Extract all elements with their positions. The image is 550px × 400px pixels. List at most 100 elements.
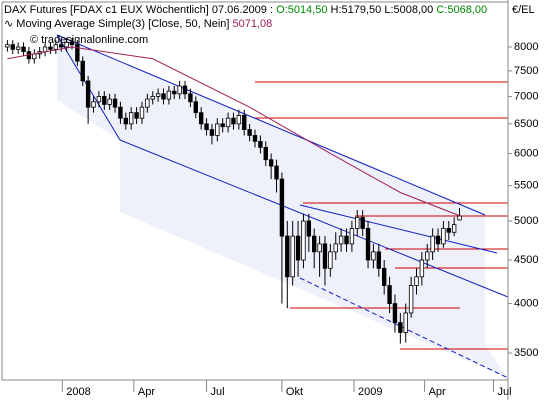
- candle-body: [365, 228, 371, 261]
- candle-body: [220, 123, 225, 128]
- candle-body: [242, 115, 247, 131]
- instrument: DAX Futures [FDAX c1 EUX Wöchentlich]: [4, 4, 209, 16]
- candle-body: [80, 60, 85, 82]
- candle-body: [360, 216, 365, 229]
- candle-body: [96, 96, 102, 103]
- indicator-value: 5071,08: [233, 18, 273, 30]
- candle-body: [15, 46, 21, 50]
- candle-body: [451, 224, 457, 233]
- x-tick-label: Apr: [138, 386, 155, 398]
- candle-body: [355, 216, 360, 229]
- candle-body: [301, 220, 306, 261]
- candle-body: [376, 251, 382, 269]
- candle-body: [430, 235, 435, 253]
- candle-body: [252, 135, 258, 142]
- candle-body: [198, 112, 204, 125]
- candle-body: [457, 215, 462, 221]
- unit-label: €/EL: [512, 4, 535, 16]
- x-tick-label: Apr: [429, 386, 446, 398]
- candle-body: [209, 129, 215, 136]
- candle-body: [392, 303, 398, 323]
- candle-body: [322, 243, 328, 269]
- trend-line: [299, 204, 498, 254]
- candle-body: [441, 228, 446, 245]
- y-tick-label: 6000: [514, 147, 538, 159]
- candle-body: [91, 101, 96, 108]
- trend-line: [56, 34, 486, 216]
- candle-body: [381, 267, 387, 286]
- candle-body: [166, 90, 172, 100]
- candle-body: [398, 322, 403, 333]
- low-label: L:5008,00: [384, 4, 433, 16]
- y-tick-label: 8000: [514, 41, 538, 53]
- candle-body: [75, 44, 80, 62]
- candle-body: [263, 146, 268, 161]
- candle-body: [349, 228, 355, 245]
- candle-body: [204, 123, 209, 131]
- candle-body: [139, 106, 145, 119]
- candle-body: [258, 140, 263, 148]
- x-tick-label: Jul: [211, 386, 225, 398]
- candle-body: [112, 98, 118, 108]
- candle-body: [64, 41, 69, 48]
- date: 07.06.2009: [212, 4, 267, 16]
- candle-body: [123, 117, 129, 125]
- moving-average: [7, 46, 460, 217]
- candle-body: [107, 98, 112, 105]
- candle-body: [215, 123, 220, 136]
- open-label: O:5014,50: [276, 4, 327, 16]
- y-tick-label: 4000: [514, 297, 538, 309]
- y-tick-label: 3500: [514, 347, 538, 359]
- candle-body: [134, 112, 139, 119]
- candle-body: [268, 159, 274, 167]
- x-tick-label: 2008: [66, 386, 90, 398]
- candle-body: [338, 235, 344, 245]
- indicator: ∿ Moving Average Simple(3) [Close, 50, N…: [4, 18, 272, 30]
- candle-body: [317, 243, 322, 253]
- candle-body: [161, 93, 166, 100]
- candle-body: [419, 259, 425, 278]
- candle-body: [403, 312, 408, 333]
- horizontal-lines: [255, 81, 508, 350]
- candle-body: [32, 53, 37, 60]
- candle-body: [21, 46, 26, 53]
- candle-body: [435, 235, 441, 245]
- candle-body: [42, 46, 48, 53]
- candle-body: [128, 112, 134, 125]
- candle-body: [295, 235, 301, 261]
- close-label: C:5068,00: [436, 4, 487, 16]
- candle-body: [414, 276, 419, 286]
- candle-body: [48, 46, 53, 50]
- candle-body: [231, 117, 236, 125]
- candle-body: [306, 220, 312, 237]
- candle-body: [53, 44, 59, 50]
- candle-body: [193, 101, 198, 114]
- candle-body: [118, 106, 123, 119]
- candle-body: [285, 235, 290, 278]
- candle-body: [59, 44, 64, 48]
- x-tick-label: Jul: [497, 386, 511, 398]
- candle-body: [182, 85, 188, 95]
- candle-body: [371, 251, 376, 261]
- candle-body: [145, 98, 150, 108]
- candle-body: [312, 235, 317, 253]
- y-tick-label: 6500: [514, 118, 538, 130]
- candle-body: [279, 178, 285, 237]
- x-tick-label: Okt: [286, 386, 303, 398]
- candle-body: [247, 129, 252, 136]
- candle-body: [85, 80, 91, 108]
- candle-body: [446, 228, 451, 233]
- watermark: © tradesignalonline.com: [30, 34, 148, 46]
- candle-body: [150, 96, 155, 100]
- candle-body: [408, 285, 414, 314]
- indicator-name: Moving Average Simple(3) [Close, 50, Nei…: [16, 18, 229, 30]
- candle-body: [274, 165, 279, 180]
- y-tick-label: 5000: [514, 215, 538, 227]
- high-label: H:5179,50: [331, 4, 382, 16]
- candle-body: [69, 41, 75, 46]
- y-tick-label: 7500: [514, 65, 538, 77]
- y-tick-label: 7000: [514, 90, 538, 102]
- candle-body: [344, 235, 349, 245]
- y-tick-label: 5500: [514, 180, 538, 192]
- candle-body: [328, 251, 333, 269]
